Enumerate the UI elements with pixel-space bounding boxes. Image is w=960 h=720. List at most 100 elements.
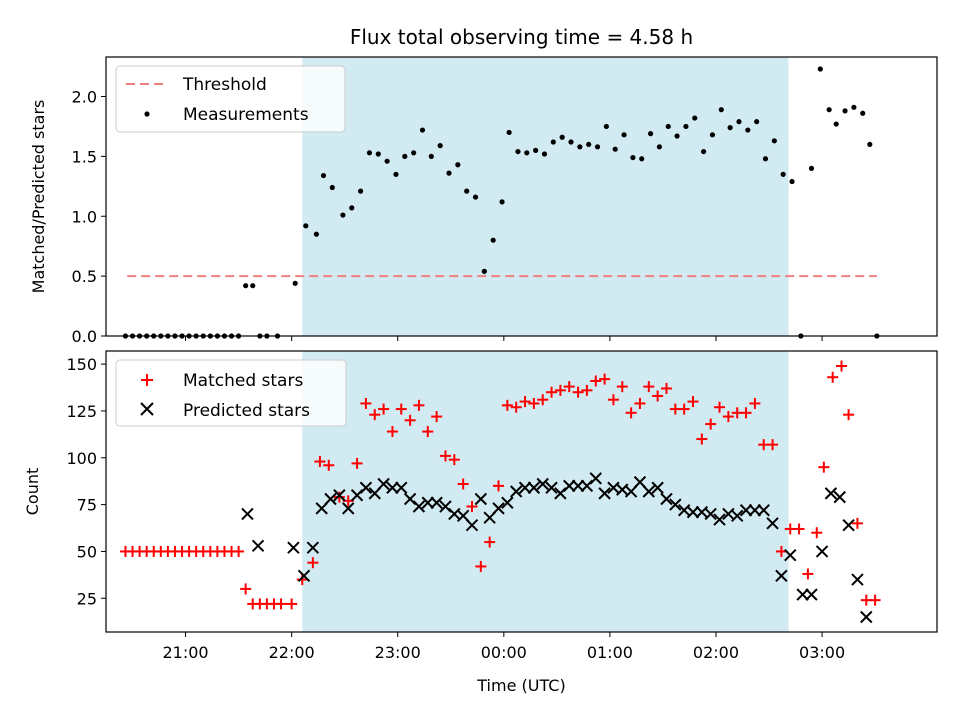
predicted-stars-point [342,502,355,515]
x-stroke-b [501,496,514,509]
measurement-point [559,134,565,140]
predicted-stars-point [377,477,390,491]
predicted-stars-point [739,504,753,517]
x-axis-label: Time (UTC) [476,676,565,695]
legend-matched-swatch [141,374,153,386]
matched-stars-point [811,527,823,539]
x-tick-label: 02:00 [693,643,739,662]
matched-stars-point [660,382,672,394]
x-stroke-b [713,513,726,526]
x-stroke-b [757,504,770,517]
predicted-stars-point [805,588,818,601]
predicted-stars-point [851,573,864,586]
measurement-point [358,188,364,194]
y-tick-label: 2.0 [72,88,97,107]
measurement-point [393,171,399,177]
predicted-stars-point [386,481,399,494]
predicted-stars-point [536,477,549,491]
measurement-point [780,171,786,177]
predicted-stars-point [713,513,726,526]
measurement-point [533,147,539,153]
x-stroke-b [430,496,443,509]
x-stroke-b [571,479,585,493]
matched-stars-point [286,598,298,610]
legend-measurements-label: Measurements [183,105,309,125]
matched-stars-point [457,478,469,490]
bottom-y-axis-label: Count [23,468,42,516]
measurement-point [603,123,609,130]
measurement-point [455,162,461,168]
x-stroke-b [536,477,549,491]
x-stroke-b [306,541,320,554]
predicted-stars-point [563,479,576,493]
matched-stars-point [240,583,252,595]
predicted-stars-point [395,481,408,494]
predicted-stars-point [241,507,254,521]
matched-stars-point [827,371,839,383]
matched-stars-point [740,407,752,419]
matched-stars-point [510,401,522,413]
observing-window-span [302,57,789,336]
matched-stars-point [275,598,287,610]
matched-stars-point [501,399,513,411]
measurement-point [402,153,408,159]
measurement-point [656,144,663,150]
matched-stars-point [422,426,434,438]
matched-stars-point [233,545,245,557]
measurement-point [490,237,496,243]
measurement-point [437,143,443,149]
measurement-point [524,150,530,156]
x-stroke-b [439,500,452,513]
x-tick-label: 01:00 [587,643,633,662]
measurement-point [349,205,355,211]
matched-stars-point [333,491,345,503]
x-stroke-b [589,472,602,485]
measurement-point [419,127,426,133]
predicted-stars-point [686,505,700,519]
matched-stars-point [439,450,451,462]
predicted-stars-point [748,504,762,517]
predicted-stars-point [842,519,855,532]
x-stroke-b [824,487,838,500]
x-stroke-b [465,519,479,532]
legend-measurements-swatch [144,111,150,117]
bottom-legend: Matched stars Predicted stars [115,359,347,427]
measurement-point [506,129,512,136]
predicted-stars-point [501,496,514,509]
measurement-point [428,153,434,159]
top-legend-box [115,65,346,133]
x-stroke-b [377,477,390,491]
matched-stars-point [537,394,549,406]
x-stroke-b [474,492,488,506]
x-stroke-b [748,504,762,517]
matched-stars-point [369,409,381,421]
predicted-stars-point [571,479,585,493]
matched-stars-point [775,545,787,557]
matched-stars-point [722,411,734,423]
matched-stars-point [767,439,779,451]
matched-stars-point [607,394,619,406]
top-legend: Threshold Measurements [115,65,346,133]
bottom-legend-box [115,359,347,427]
measurement-point [833,121,839,127]
matched-stars-point [714,401,726,413]
predicted-stars-point [651,481,664,494]
matched-stars-point [581,384,593,396]
legend-predicted-swatch [140,402,154,416]
x-tick-label: 23:00 [375,643,421,662]
predicted-stars-point [784,548,797,562]
y-tick-label: 1.0 [72,207,97,226]
x-tick-label: 03:00 [799,643,845,662]
matched-stars-point [599,373,611,385]
predicted-stars-point [412,500,426,513]
measurement-point [340,212,346,218]
x-stroke-b [492,502,505,515]
matched-stars-point [546,386,558,398]
measurement-point [630,154,636,161]
matched-stars-point [484,536,496,548]
matched-stars-point [843,409,855,421]
predicted-stars-point [833,490,846,504]
measurement-point [851,104,857,110]
x-stroke-b [660,492,673,506]
